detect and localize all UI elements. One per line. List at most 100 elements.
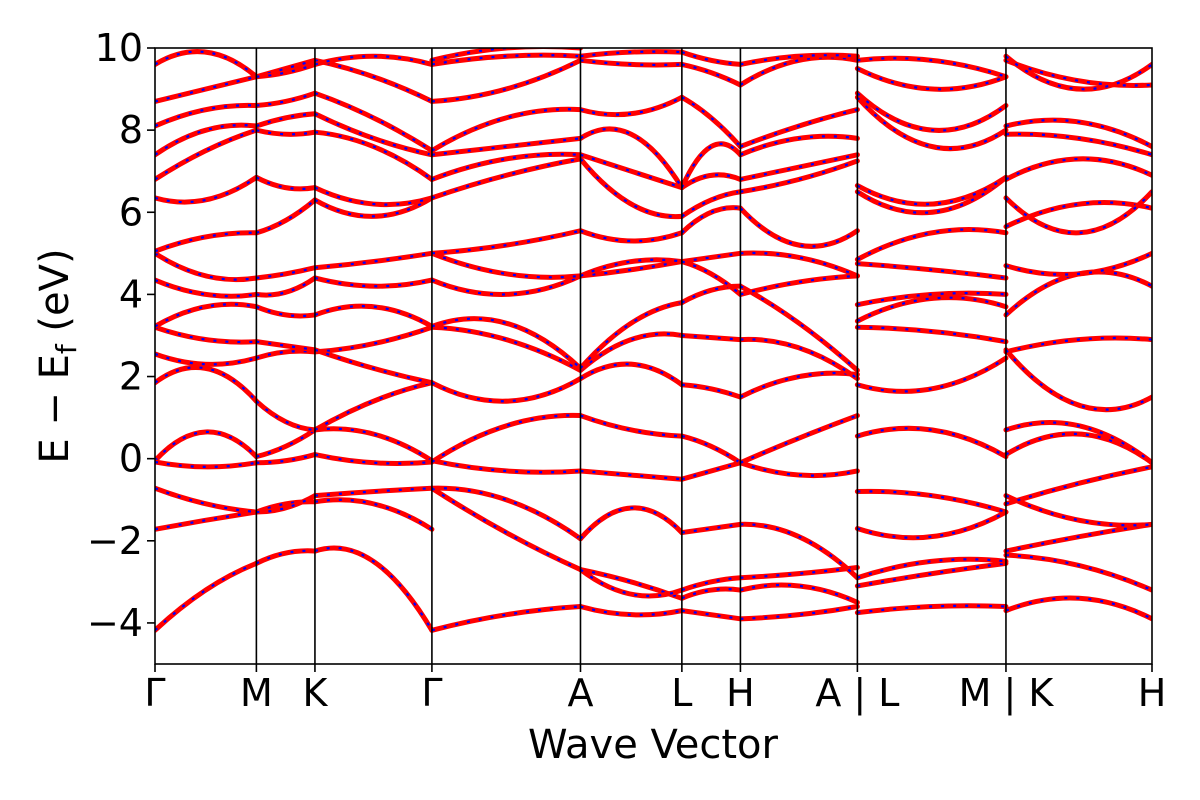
band-line-overlay (1005, 157, 1152, 181)
band-line-overlay (155, 460, 257, 468)
band-line-overlay (1005, 554, 1152, 592)
band-line (854, 324, 1009, 345)
band-line (737, 582, 860, 605)
band-line (429, 250, 583, 280)
band-line-overlay (314, 381, 433, 431)
band-line-overlay (740, 153, 858, 181)
band-line (854, 90, 1009, 133)
band-line-overlay (431, 252, 581, 279)
band-line (253, 265, 318, 281)
band-line-overlay (155, 129, 257, 181)
high-symmetry-lines (255, 48, 1007, 664)
y-tick-label: 0 (119, 437, 143, 481)
band-line-overlay (740, 251, 858, 277)
band-line (854, 560, 1009, 589)
band-line-overlay (314, 276, 433, 288)
y-axis-title: E − Ef (eV) (32, 248, 83, 463)
band-line (155, 485, 259, 515)
band-line-overlay (857, 57, 1007, 78)
band-line-overlay (155, 252, 257, 281)
band-line (429, 316, 583, 371)
band-line-overlay (856, 96, 1007, 150)
band-line (155, 49, 259, 80)
band-line (854, 174, 1009, 207)
band-line (155, 230, 259, 254)
band-line (312, 485, 435, 499)
band-line-overlay (857, 562, 1007, 588)
band-line (429, 228, 583, 256)
band-line (737, 107, 860, 150)
band-line (854, 355, 1009, 394)
band-line (429, 57, 583, 104)
band-line-overlay (155, 50, 258, 78)
band-line (737, 413, 860, 466)
band-line-overlay (155, 124, 257, 156)
band-line (1003, 464, 1152, 507)
y-tick-label: 8 (119, 108, 143, 152)
band-line (253, 111, 318, 129)
x-tick-label: A (567, 671, 593, 715)
band-line-overlay (255, 400, 316, 432)
band-line (679, 575, 743, 593)
band-line (577, 505, 685, 542)
band-line (1003, 53, 1152, 92)
band-line-overlay (1005, 523, 1152, 553)
band-line-overlay (1005, 465, 1152, 505)
band-line (253, 398, 318, 433)
band-line (253, 304, 318, 319)
band-line (679, 49, 743, 67)
band-line-overlay (431, 59, 581, 103)
band-line (253, 127, 318, 137)
band-line (312, 275, 435, 289)
band-line (312, 250, 435, 271)
band-line-overlay (740, 159, 858, 193)
x-tick-label: K (302, 671, 328, 715)
band-line (679, 586, 743, 601)
band-line (679, 521, 743, 536)
x-tick-label: A | L (815, 671, 899, 716)
band-line (737, 460, 860, 479)
band-line-overlay (314, 131, 433, 181)
band-line-overlay (314, 348, 433, 384)
band-line-overlay (314, 112, 433, 156)
band-line-overlay (314, 252, 433, 269)
band-line-overlay (579, 568, 683, 598)
band-line-overlay (431, 153, 581, 181)
band-line (577, 152, 685, 191)
band-line (1003, 269, 1152, 318)
band-line (429, 376, 583, 404)
band-line (429, 106, 583, 154)
band-line (854, 94, 1009, 152)
band-line-overlay (680, 142, 742, 189)
band-line (429, 485, 583, 542)
band-line (253, 339, 318, 353)
y-axis-title-main: E − E (32, 354, 78, 464)
band-line-overlay (580, 50, 682, 58)
band-line (854, 226, 1009, 262)
band-line (155, 102, 259, 129)
band-line-overlay (314, 55, 433, 66)
band-line-overlay (155, 562, 257, 632)
band-line (312, 185, 435, 208)
band-line-overlay (314, 186, 433, 206)
band-line (679, 172, 743, 191)
band-line (1003, 189, 1152, 236)
y-tick-label: 10 (95, 26, 143, 70)
band-line (253, 427, 318, 460)
band-line-overlay (314, 453, 433, 465)
x-axis-title: Wave Vector (528, 722, 779, 768)
band-line (854, 509, 1009, 541)
band-line-overlay (155, 303, 257, 328)
band-line (155, 364, 259, 404)
band-line-overlay (431, 54, 581, 66)
band-line-overlay (314, 498, 433, 531)
band-line-overlay (579, 332, 683, 372)
y-tick-label: 6 (119, 190, 143, 234)
band-line (737, 205, 860, 249)
band-line-overlay (740, 338, 859, 380)
x-tick-label: H (1138, 671, 1167, 715)
band-line (312, 497, 435, 532)
band-line-overlay (857, 511, 1007, 539)
